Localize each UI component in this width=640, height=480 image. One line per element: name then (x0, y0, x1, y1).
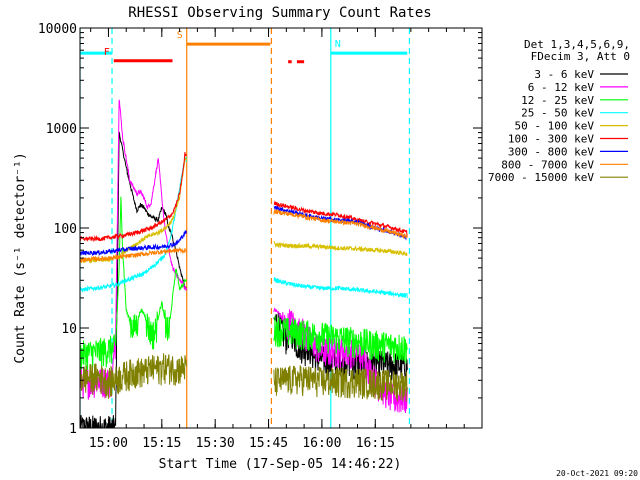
x-axis-label: Start Time (17-Sep-05 14:46:22) (159, 457, 402, 472)
chart-title: RHESSI Observing Summary Count Rates (128, 5, 431, 21)
footer-date: 20-Oct-2021 09:20 (556, 469, 638, 478)
legend-label: 7000 - 15000 keV (488, 171, 594, 184)
series-line-2-1 (273, 315, 408, 364)
flag-label-F: F (104, 47, 110, 58)
x-tick-label: 16:00 (302, 436, 341, 451)
legend-label: 3 - 6 keV (534, 68, 594, 81)
legend-header-line: Det 1,3,4,5,6,9, (524, 38, 630, 51)
series-line-5-1 (273, 200, 408, 237)
series-line-4-1 (273, 240, 408, 257)
y-axis-label: Count Rate (s⁻¹ detector⁻¹) (13, 152, 28, 363)
legend-label: 6 - 12 keV (528, 81, 595, 94)
series-line-7-0 (80, 246, 187, 264)
y-tick-label: 1 (69, 422, 77, 437)
x-tick-label: 15:30 (196, 436, 235, 451)
legend-label: 100 - 300 keV (508, 133, 594, 146)
series-line-2-0 (80, 196, 187, 372)
series-line-3-1 (273, 277, 408, 299)
legend-label: 300 - 800 keV (508, 145, 594, 158)
series-line-5-0 (80, 152, 187, 243)
series-line-3-0 (80, 156, 187, 293)
plot-area (80, 28, 411, 428)
flag-label-N: N (335, 39, 341, 50)
x-tick-label: 16:15 (356, 436, 395, 451)
series-line-8-0 (80, 353, 187, 399)
legend-label: 12 - 25 keV (521, 94, 594, 107)
x-tick-label: 15:15 (142, 436, 181, 451)
x-tick-label: 15:45 (249, 436, 288, 451)
series-line-8-1 (273, 365, 408, 402)
y-tick-label: 1000 (46, 122, 77, 137)
y-tick-label: 10000 (38, 22, 77, 37)
legend-label: 800 - 7000 keV (501, 158, 594, 171)
legend-header-line: FDecim 3, Att 0 (531, 50, 630, 63)
y-tick-label: 100 (54, 222, 77, 237)
flag-label-S: S (177, 30, 183, 41)
legend-label: 25 - 50 keV (521, 107, 594, 120)
legend-label: 50 - 100 keV (515, 120, 595, 133)
series-line-7-1 (273, 208, 408, 240)
series-line-6-0 (80, 230, 187, 257)
x-tick-label: 15:00 (89, 436, 128, 451)
y-tick-label: 10 (61, 322, 77, 337)
